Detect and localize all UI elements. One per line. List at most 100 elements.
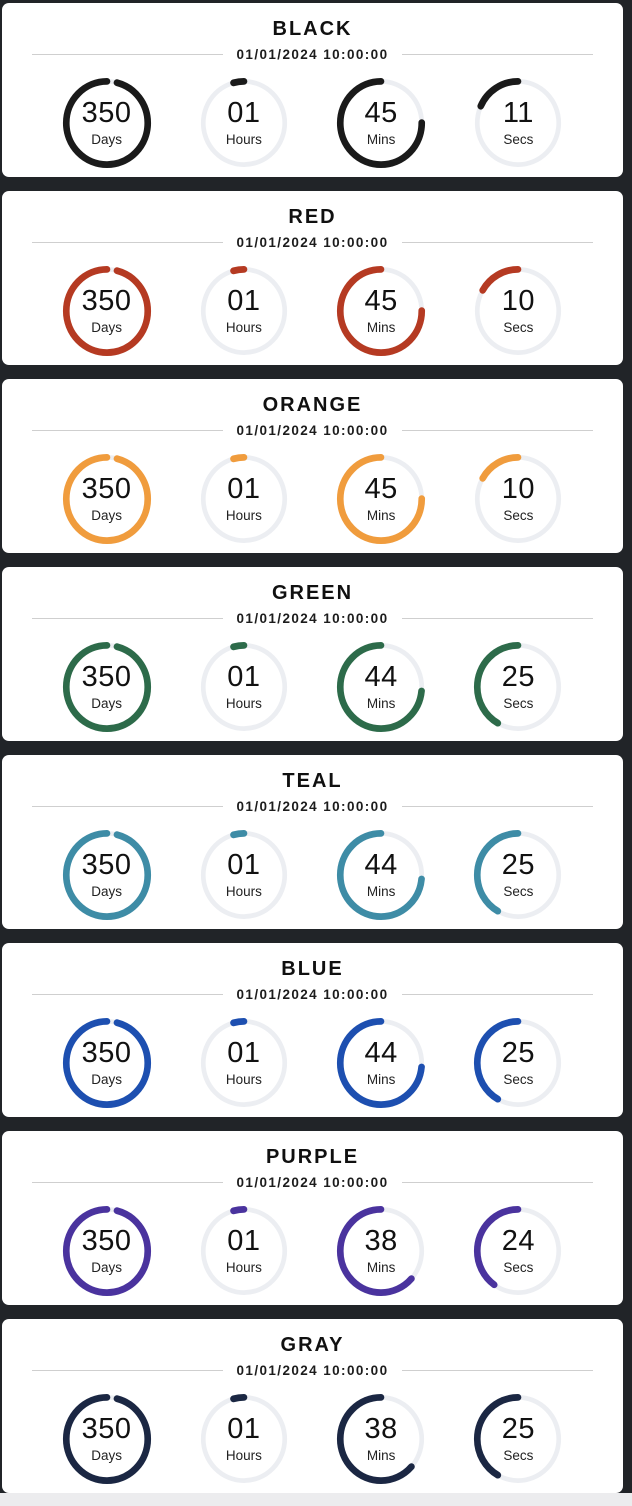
ring-progress — [474, 1018, 563, 1108]
secs-ring-svg — [474, 266, 563, 356]
ring-progress — [337, 1018, 426, 1108]
ring-progress — [337, 1206, 426, 1296]
target-datetime: 01/01/2024 10:00:00 — [236, 422, 389, 438]
countdown-unit-hours: 01 Hours — [175, 827, 312, 923]
secs-value: 10 — [501, 473, 535, 505]
countdown-unit-days: 350 Days — [38, 1203, 175, 1299]
divider-line-right — [402, 617, 593, 619]
days-label: Days — [91, 508, 122, 523]
mins-ring-svg — [337, 1394, 426, 1484]
card-title: ORANGE — [262, 394, 363, 416]
ring-progress — [337, 78, 426, 168]
mins-ring: 38 Mins — [334, 1203, 428, 1299]
divider-line-left — [32, 53, 223, 55]
days-ring-svg — [62, 830, 151, 920]
secs-value: 25 — [501, 1413, 535, 1445]
hours-ring: 01 Hours — [197, 263, 291, 359]
mins-ring-svg — [337, 266, 426, 356]
hours-label: Hours — [225, 1260, 262, 1275]
divider-line-right — [402, 1369, 593, 1371]
ring-progress — [62, 642, 151, 732]
secs-ring: 24 Secs — [471, 1203, 565, 1299]
hours-value: 01 — [227, 473, 261, 505]
countdown-rings-row: 350 Days 01 Hours — [2, 639, 623, 735]
secs-value: 11 — [502, 97, 534, 129]
countdown-rings-row: 350 Days 01 Hours — [2, 1203, 623, 1299]
countdown-card: PURPLE 01/01/2024 10:00:00 350 Days — [2, 1131, 623, 1305]
countdown-unit-hours: 01 Hours — [175, 1015, 312, 1111]
target-datetime: 01/01/2024 10:00:00 — [236, 986, 389, 1002]
secs-label: Secs — [503, 884, 534, 899]
ring-progress — [337, 266, 426, 356]
countdown-unit-mins: 45 Mins — [313, 263, 450, 359]
divider-line-right — [402, 993, 593, 995]
secs-value: 10 — [501, 285, 535, 317]
days-ring: 350 Days — [60, 1391, 154, 1487]
days-value: 350 — [81, 1413, 132, 1445]
countdown-unit-days: 350 Days — [38, 451, 175, 547]
target-datetime-row: 01/01/2024 10:00:00 — [32, 1361, 593, 1379]
card-title: GRAY — [280, 1334, 345, 1356]
hours-label: Hours — [225, 1072, 262, 1087]
divider-line-left — [32, 993, 223, 995]
countdown-card: ORANGE 01/01/2024 10:00:00 350 Days — [2, 379, 623, 553]
countdown-unit-days: 350 Days — [38, 263, 175, 359]
countdown-unit-hours: 01 Hours — [175, 75, 312, 171]
days-ring: 350 Days — [60, 639, 154, 735]
ring-progress — [474, 642, 563, 732]
ring-progress — [62, 78, 151, 168]
hours-ring: 01 Hours — [197, 827, 291, 923]
ring-progress — [474, 830, 563, 920]
ring-progress — [474, 454, 563, 544]
mins-value: 45 — [364, 285, 398, 317]
days-value: 350 — [81, 1037, 132, 1069]
secs-label: Secs — [503, 696, 534, 711]
target-datetime: 01/01/2024 10:00:00 — [236, 1174, 389, 1190]
secs-label: Secs — [503, 132, 534, 147]
days-ring-svg — [62, 642, 151, 732]
hours-label: Hours — [225, 1448, 262, 1463]
target-datetime: 01/01/2024 10:00:00 — [236, 234, 389, 250]
days-ring-svg — [62, 78, 151, 168]
countdown-rings-row: 350 Days 01 Hours — [2, 75, 623, 171]
ring-progress — [62, 830, 151, 920]
mins-label: Mins — [366, 508, 396, 523]
ring-progress — [199, 830, 288, 920]
ring-progress — [199, 1018, 288, 1108]
divider-line-left — [32, 429, 223, 431]
ring-progress — [474, 78, 563, 168]
secs-ring: 25 Secs — [471, 1391, 565, 1487]
mins-ring-svg — [337, 1018, 426, 1108]
target-datetime-row: 01/01/2024 10:00:00 — [32, 421, 593, 439]
ring-progress — [337, 454, 426, 544]
hours-ring-svg — [199, 1018, 288, 1108]
hours-ring-svg — [199, 1206, 288, 1296]
ring-progress — [62, 1394, 151, 1484]
days-value: 350 — [81, 285, 132, 317]
ring-progress — [199, 1394, 288, 1484]
countdown-card: TEAL 01/01/2024 10:00:00 350 Days — [2, 755, 623, 929]
hours-label: Hours — [225, 884, 262, 899]
countdown-unit-hours: 01 Hours — [175, 451, 312, 547]
hours-ring-svg — [199, 454, 288, 544]
target-datetime-row: 01/01/2024 10:00:00 — [32, 1173, 593, 1191]
days-label: Days — [91, 1072, 122, 1087]
target-datetime-row: 01/01/2024 10:00:00 — [32, 797, 593, 815]
mins-ring: 44 Mins — [334, 1015, 428, 1111]
countdown-rings-row: 350 Days 01 Hours — [2, 451, 623, 547]
divider-line-left — [32, 617, 223, 619]
target-datetime-row: 01/01/2024 10:00:00 — [32, 985, 593, 1003]
mins-value: 45 — [364, 97, 398, 129]
divider-line-right — [402, 805, 593, 807]
divider-line-left — [32, 241, 223, 243]
ring-progress — [474, 266, 563, 356]
days-ring-svg — [62, 454, 151, 544]
secs-ring: 10 Secs — [471, 263, 565, 359]
mins-ring: 45 Mins — [334, 263, 428, 359]
mins-ring: 44 Mins — [334, 827, 428, 923]
ring-progress — [337, 830, 426, 920]
secs-label: Secs — [503, 1448, 534, 1463]
mins-ring-svg — [337, 642, 426, 732]
ring-progress — [337, 1394, 426, 1484]
